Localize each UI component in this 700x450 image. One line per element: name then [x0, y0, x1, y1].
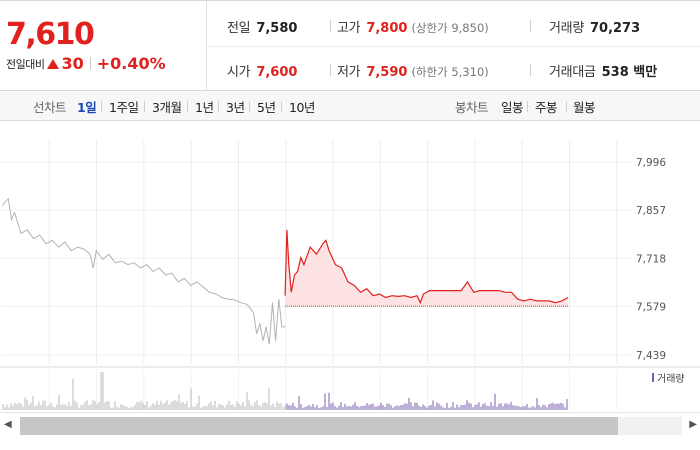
y-tick-label: 7,718 [636, 253, 666, 265]
stat-value: 70,273 [589, 21, 641, 36]
tab-divider [218, 101, 219, 112]
period-tab-10y[interactable]: 10년 [289, 100, 315, 115]
y-tick-label: 7,439 [636, 350, 666, 362]
change-row: 전일대비 30 +0.40% [6, 54, 166, 73]
y-tick-label: 7,996 [636, 157, 666, 169]
tab-divider [249, 101, 250, 112]
stat-label: 거래대금 [549, 65, 596, 80]
period-tab-1y[interactable]: 1년 [195, 100, 214, 115]
stat-label: 전일 [227, 21, 251, 36]
quote-summary: 7,610 전일대비 30 +0.40% 전일 7,580 고가 7,800 (… [0, 0, 700, 90]
stat-low: 저가 7,590 (하한가 5,310) [337, 61, 489, 80]
scroll-right-arrow-icon[interactable]: ▶ [689, 419, 697, 430]
y-axis-ticks: 7,996 7,857 7,718 7,579 7,439 [636, 157, 666, 362]
stat-value: 7,800 [366, 21, 408, 36]
stat-amount: 거래대금 538 백만 [549, 61, 657, 80]
period-tab-3y[interactable]: 3년 [226, 100, 245, 115]
chart-toolbar: 선차트 1일 1주일 3개월 1년 3년 5년 10년 봉차트 일봉 주봉 월봉 [0, 90, 700, 121]
scroll-thumb[interactable] [20, 417, 618, 435]
scroll-left-arrow-icon[interactable]: ◀ [4, 419, 12, 430]
divider [530, 64, 531, 76]
divider [330, 64, 331, 76]
volume-legend-swatch [652, 373, 654, 382]
tab-divider [566, 101, 567, 112]
period-tab-1d[interactable]: 1일 [77, 100, 97, 115]
today-area-fill [285, 229, 569, 307]
candle-tab-weekly[interactable]: 주봉 [535, 100, 558, 115]
stat-label: 고가 [337, 21, 361, 36]
intraday-chart: 7,996 7,857 7,718 7,579 7,439 거래량 [0, 140, 700, 410]
tab-divider [527, 101, 528, 112]
period-tab-5y[interactable]: 5년 [257, 100, 276, 115]
candle-tab-daily[interactable]: 일봉 [501, 100, 524, 115]
period-tab-1w[interactable]: 1주일 [109, 100, 139, 115]
volume-bars [2, 372, 568, 410]
line-chart-title: 선차트 [33, 100, 67, 115]
prev-day-price-line [1, 197, 286, 345]
stat-volume: 거래량 70,273 [549, 17, 640, 36]
chart-scrollbar[interactable]: ◀ ▶ [0, 412, 700, 438]
tab-divider [187, 101, 188, 112]
change-amount: 30 [61, 54, 84, 73]
price-box: 7,610 전일대비 30 +0.40% [0, 1, 207, 90]
y-tick-label: 7,857 [636, 205, 666, 217]
stat-value: 538 백만 [601, 65, 658, 80]
current-price: 7,610 [6, 17, 95, 52]
stat-prev-close: 전일 7,580 [227, 17, 297, 36]
stat-subvalue: (하한가 5,310) [411, 65, 489, 79]
change-label: 전일대비 [6, 57, 45, 71]
stat-label: 시가 [227, 65, 251, 80]
stat-value: 7,580 [256, 21, 298, 36]
stat-label: 저가 [337, 65, 361, 80]
period-tab-3m[interactable]: 3개월 [152, 100, 182, 115]
tab-divider [281, 101, 282, 112]
stat-subvalue: (상한가 9,850) [411, 21, 489, 35]
stat-value: 7,590 [366, 65, 408, 80]
tab-divider [144, 101, 145, 112]
divider [530, 20, 531, 32]
up-triangle-icon [47, 58, 60, 69]
stat-high: 고가 7,800 (상한가 9,850) [337, 17, 489, 36]
stat-open: 시가 7,600 [227, 61, 297, 80]
divider [330, 20, 331, 32]
today-price-line [284, 229, 569, 305]
tab-divider [101, 101, 102, 112]
y-tick-label: 7,579 [636, 302, 666, 314]
candle-chart-title: 봉차트 [455, 100, 489, 115]
candle-tab-monthly[interactable]: 월봉 [573, 100, 596, 115]
change-percent: +0.40% [96, 54, 166, 73]
summary-divider [208, 46, 700, 47]
change-divider [89, 57, 91, 70]
stat-label: 거래량 [549, 21, 584, 36]
stat-value: 7,600 [256, 65, 298, 80]
volume-legend-label: 거래량 [657, 373, 685, 385]
